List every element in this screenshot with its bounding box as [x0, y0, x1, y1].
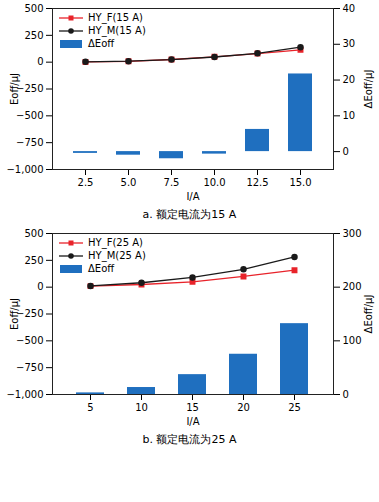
svg-text:2.5: 2.5: [78, 177, 94, 188]
html-text:HY_M(15 A): HY_M(15 A): [88, 25, 146, 36]
svg-text:300: 300: [343, 228, 362, 239]
svg-text:15: 15: [186, 402, 199, 413]
svg-text:5.0: 5.0: [121, 177, 137, 188]
svg-text:20: 20: [237, 402, 250, 413]
html-text:HY_F(15 A): HY_F(15 A): [88, 12, 143, 23]
svg-text:250: 250: [24, 30, 43, 41]
html-text:HY_F(25 A): HY_F(25 A): [88, 237, 143, 248]
svg-text:200: 200: [343, 281, 362, 292]
svg-text:250: 250: [24, 255, 43, 266]
svg-text:−1,000: −1,000: [6, 164, 43, 175]
svg-text:−750: −750: [16, 362, 43, 373]
svg-text:500: 500: [24, 3, 43, 14]
svg-text:0: 0: [343, 146, 349, 157]
svg-text:25: 25: [288, 402, 301, 413]
svg-text:30: 30: [343, 38, 356, 49]
svg-text:Eoff/μJ: Eoff/μJ: [9, 73, 20, 105]
svg-text:I/A: I/A: [186, 416, 199, 427]
html-text:b. 额定电流为25 A: b. 额定电流为25 A: [142, 433, 237, 446]
svg-text:10: 10: [135, 402, 148, 413]
svg-text:40: 40: [343, 3, 356, 14]
svg-text:20: 20: [343, 74, 356, 85]
svg-text:−750: −750: [16, 137, 43, 148]
svg-text:−500: −500: [16, 335, 43, 346]
svg-text:10: 10: [343, 110, 356, 121]
svg-text:12.5: 12.5: [246, 177, 268, 188]
svg-text:I/A: I/A: [186, 191, 199, 202]
svg-text:15.0: 15.0: [289, 177, 311, 188]
svg-text:ΔEoff/μJ: ΔEoff/μJ: [363, 70, 374, 109]
svg-text:500: 500: [24, 228, 43, 239]
svg-text:7.5: 7.5: [164, 177, 180, 188]
html-text:a. 额定电流为15 A: a. 额定电流为15 A: [142, 208, 237, 221]
svg-text:0: 0: [37, 56, 43, 67]
svg-text:−250: −250: [16, 83, 43, 94]
svg-text:ΔEoff/μJ: ΔEoff/μJ: [363, 295, 374, 334]
svg-text:5: 5: [87, 402, 93, 413]
svg-text:−500: −500: [16, 110, 43, 121]
html-text:ΔEoff: ΔEoff: [88, 263, 115, 274]
svg-text:10.0: 10.0: [203, 177, 225, 188]
html-text:HY_M(25 A): HY_M(25 A): [88, 250, 146, 261]
svg-text:100: 100: [343, 335, 362, 346]
svg-text:0: 0: [343, 389, 349, 400]
svg-text:−1,000: −1,000: [6, 389, 43, 400]
svg-text:Eoff/μJ: Eoff/μJ: [9, 298, 20, 330]
svg-text:0: 0: [37, 281, 43, 292]
svg-text:−250: −250: [16, 308, 43, 319]
html-text:ΔEoff: ΔEoff: [88, 38, 115, 49]
